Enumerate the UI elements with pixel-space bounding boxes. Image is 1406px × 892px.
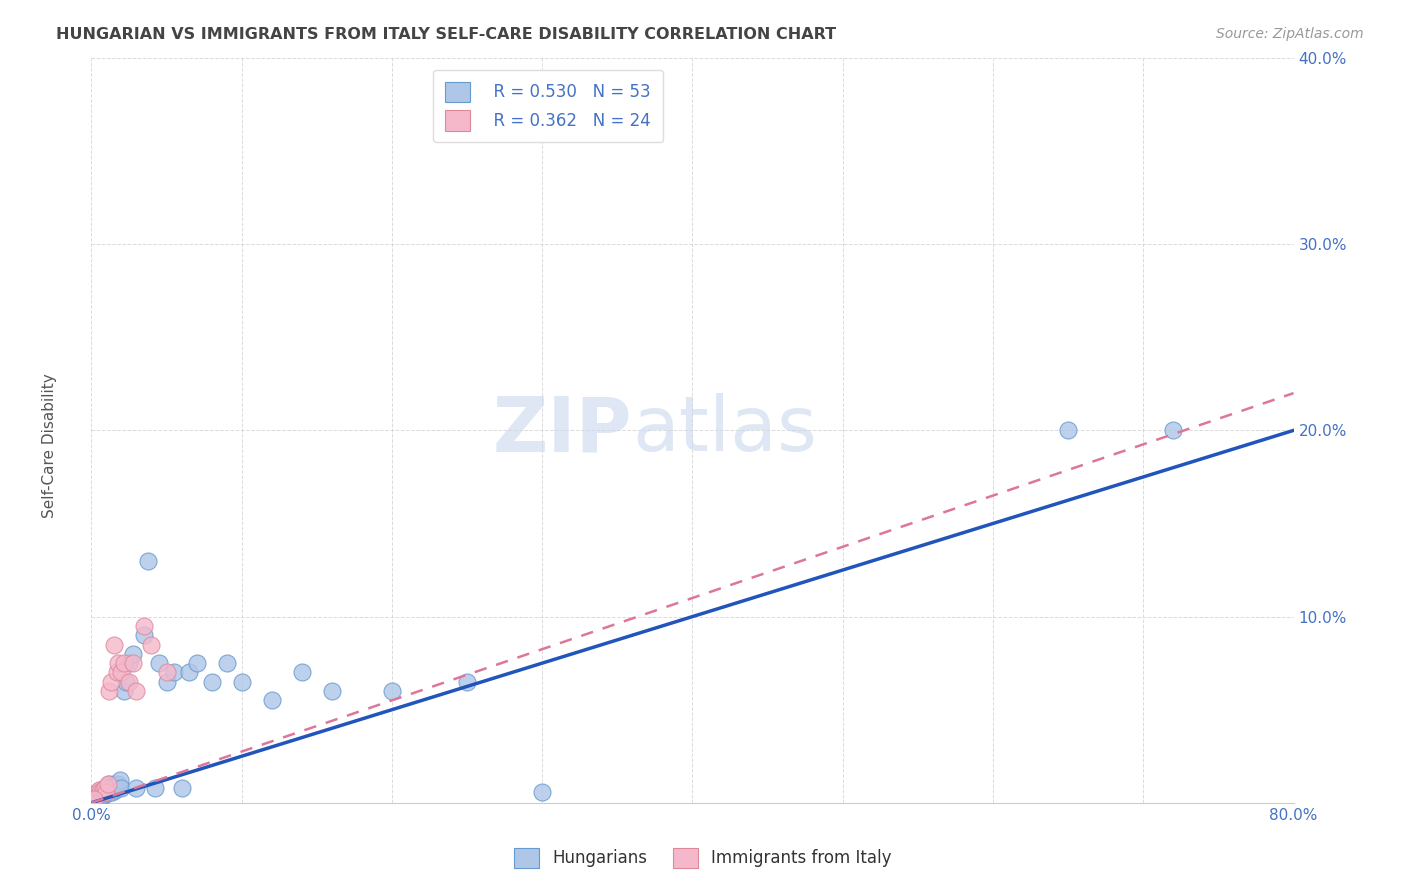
Point xyxy=(89,784,111,798)
Point xyxy=(93,782,115,797)
Point xyxy=(96,784,118,798)
Point xyxy=(97,777,120,791)
Point xyxy=(96,782,118,797)
Point xyxy=(86,789,108,803)
Text: ZIP: ZIP xyxy=(494,393,633,467)
Point xyxy=(125,684,148,698)
Point xyxy=(100,782,122,797)
Point xyxy=(108,773,131,788)
Point xyxy=(138,554,160,568)
Point xyxy=(87,790,110,805)
Point xyxy=(1161,424,1184,438)
Point xyxy=(170,780,193,795)
Point xyxy=(90,787,112,801)
Point xyxy=(143,780,166,795)
Point xyxy=(456,674,478,689)
Point xyxy=(105,665,128,680)
Point xyxy=(155,665,177,680)
Point xyxy=(107,777,129,791)
Point xyxy=(1057,424,1080,438)
Point xyxy=(96,784,118,798)
Point xyxy=(107,656,129,670)
Legend:   R = 0.530   N = 53,   R = 0.362   N = 24: R = 0.530 N = 53, R = 0.362 N = 24 xyxy=(433,70,662,143)
Point xyxy=(104,782,127,797)
Point xyxy=(86,789,108,803)
Point xyxy=(148,656,170,670)
Point xyxy=(186,656,208,670)
Point xyxy=(94,787,117,801)
Point xyxy=(321,684,343,698)
Point xyxy=(98,780,121,795)
Point xyxy=(132,628,155,642)
Text: Source: ZipAtlas.com: Source: ZipAtlas.com xyxy=(1216,27,1364,41)
Point xyxy=(141,638,163,652)
Point xyxy=(97,787,120,801)
Point xyxy=(86,792,108,806)
Point xyxy=(260,693,283,707)
Point xyxy=(291,665,314,680)
Point xyxy=(110,780,132,795)
Point xyxy=(84,787,107,801)
Point xyxy=(98,777,121,791)
Point xyxy=(83,792,105,806)
Point xyxy=(122,656,145,670)
Point xyxy=(83,790,105,805)
Point xyxy=(100,674,122,689)
Point xyxy=(114,684,136,698)
Point xyxy=(122,647,145,661)
Point xyxy=(83,790,105,805)
Point xyxy=(114,656,136,670)
Point xyxy=(177,665,200,680)
Point xyxy=(155,674,177,689)
Point xyxy=(381,684,404,698)
Point xyxy=(98,684,121,698)
Point xyxy=(93,784,115,798)
Point xyxy=(94,780,117,795)
Text: atlas: atlas xyxy=(633,393,817,467)
Point xyxy=(118,656,141,670)
Text: HUNGARIAN VS IMMIGRANTS FROM ITALY SELF-CARE DISABILITY CORRELATION CHART: HUNGARIAN VS IMMIGRANTS FROM ITALY SELF-… xyxy=(56,27,837,42)
Point xyxy=(89,789,111,803)
Point xyxy=(84,787,107,801)
Text: Self-Care Disability: Self-Care Disability xyxy=(42,374,56,518)
Point xyxy=(94,780,117,795)
Point xyxy=(125,780,148,795)
Point xyxy=(163,665,186,680)
Point xyxy=(201,674,224,689)
Point xyxy=(93,789,115,803)
Point xyxy=(231,674,253,689)
Legend: Hungarians, Immigrants from Italy: Hungarians, Immigrants from Italy xyxy=(508,841,898,875)
Point xyxy=(118,674,141,689)
Point xyxy=(87,784,110,798)
Point xyxy=(103,779,125,793)
Point xyxy=(90,790,112,805)
Point xyxy=(115,674,138,689)
Point xyxy=(531,784,554,798)
Point xyxy=(103,777,125,791)
Point xyxy=(110,665,132,680)
Point xyxy=(101,784,124,798)
Point xyxy=(215,656,238,670)
Point xyxy=(90,787,112,801)
Point xyxy=(87,782,110,797)
Point xyxy=(105,780,128,795)
Point xyxy=(103,638,125,652)
Point xyxy=(89,782,111,797)
Point xyxy=(132,619,155,633)
